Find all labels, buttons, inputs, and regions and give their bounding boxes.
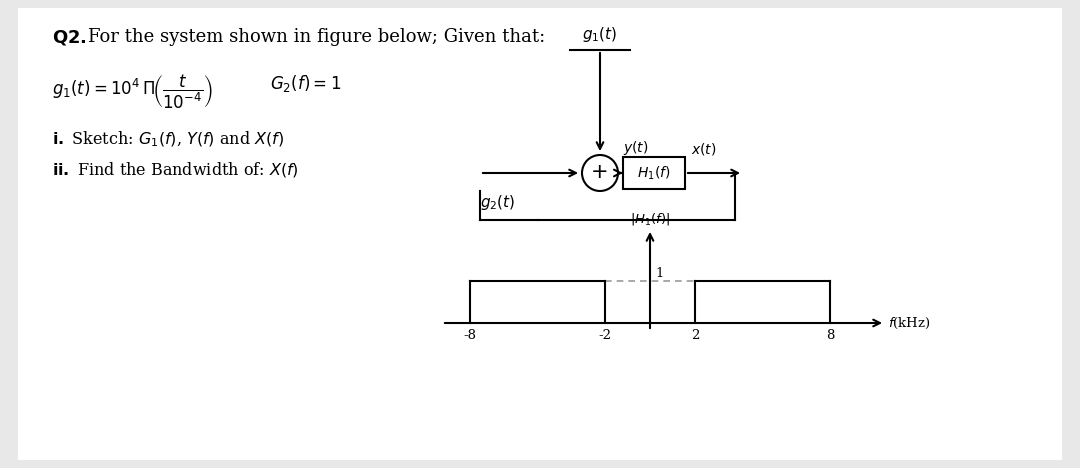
- Text: $y(t)$: $y(t)$: [623, 139, 649, 157]
- Text: $G_2(f) = 1$: $G_2(f) = 1$: [270, 73, 341, 94]
- Text: $\mathbf{ii.}$ Find the Bandwidth of: $X(f)$: $\mathbf{ii.}$ Find the Bandwidth of: $X…: [52, 160, 299, 179]
- Text: $\mathbf{i.}$ Sketch: $G_1(f)$, $Y(f)$ and $X(f)$: $\mathbf{i.}$ Sketch: $G_1(f)$, $Y(f)$ a…: [52, 130, 284, 149]
- Text: 1: 1: [654, 267, 663, 280]
- Text: $|H_1(f)|$: $|H_1(f)|$: [630, 211, 671, 227]
- Text: For the system shown in figure below; Given that:: For the system shown in figure below; Gi…: [87, 28, 545, 46]
- Text: $g_2(t)$: $g_2(t)$: [480, 193, 515, 212]
- Text: $H_1(f)$: $H_1(f)$: [637, 164, 671, 182]
- Text: -8: -8: [463, 329, 476, 342]
- Text: $g_1(t)$: $g_1(t)$: [582, 25, 618, 44]
- Text: 2: 2: [691, 329, 699, 342]
- Text: $g_1(t) = 10^4\,\Pi\!\left(\dfrac{t}{10^{-4}}\right)$: $g_1(t) = 10^4\,\Pi\!\left(\dfrac{t}{10^…: [52, 73, 213, 111]
- Text: 8: 8: [826, 329, 834, 342]
- Text: $\mathbf{Q2.}$: $\mathbf{Q2.}$: [52, 28, 86, 47]
- Text: +: +: [591, 162, 609, 182]
- Text: $f$(kHz): $f$(kHz): [888, 315, 931, 330]
- Text: -2: -2: [598, 329, 611, 342]
- Bar: [623, 157, 685, 189]
- Text: $x(t)$: $x(t)$: [691, 141, 717, 157]
